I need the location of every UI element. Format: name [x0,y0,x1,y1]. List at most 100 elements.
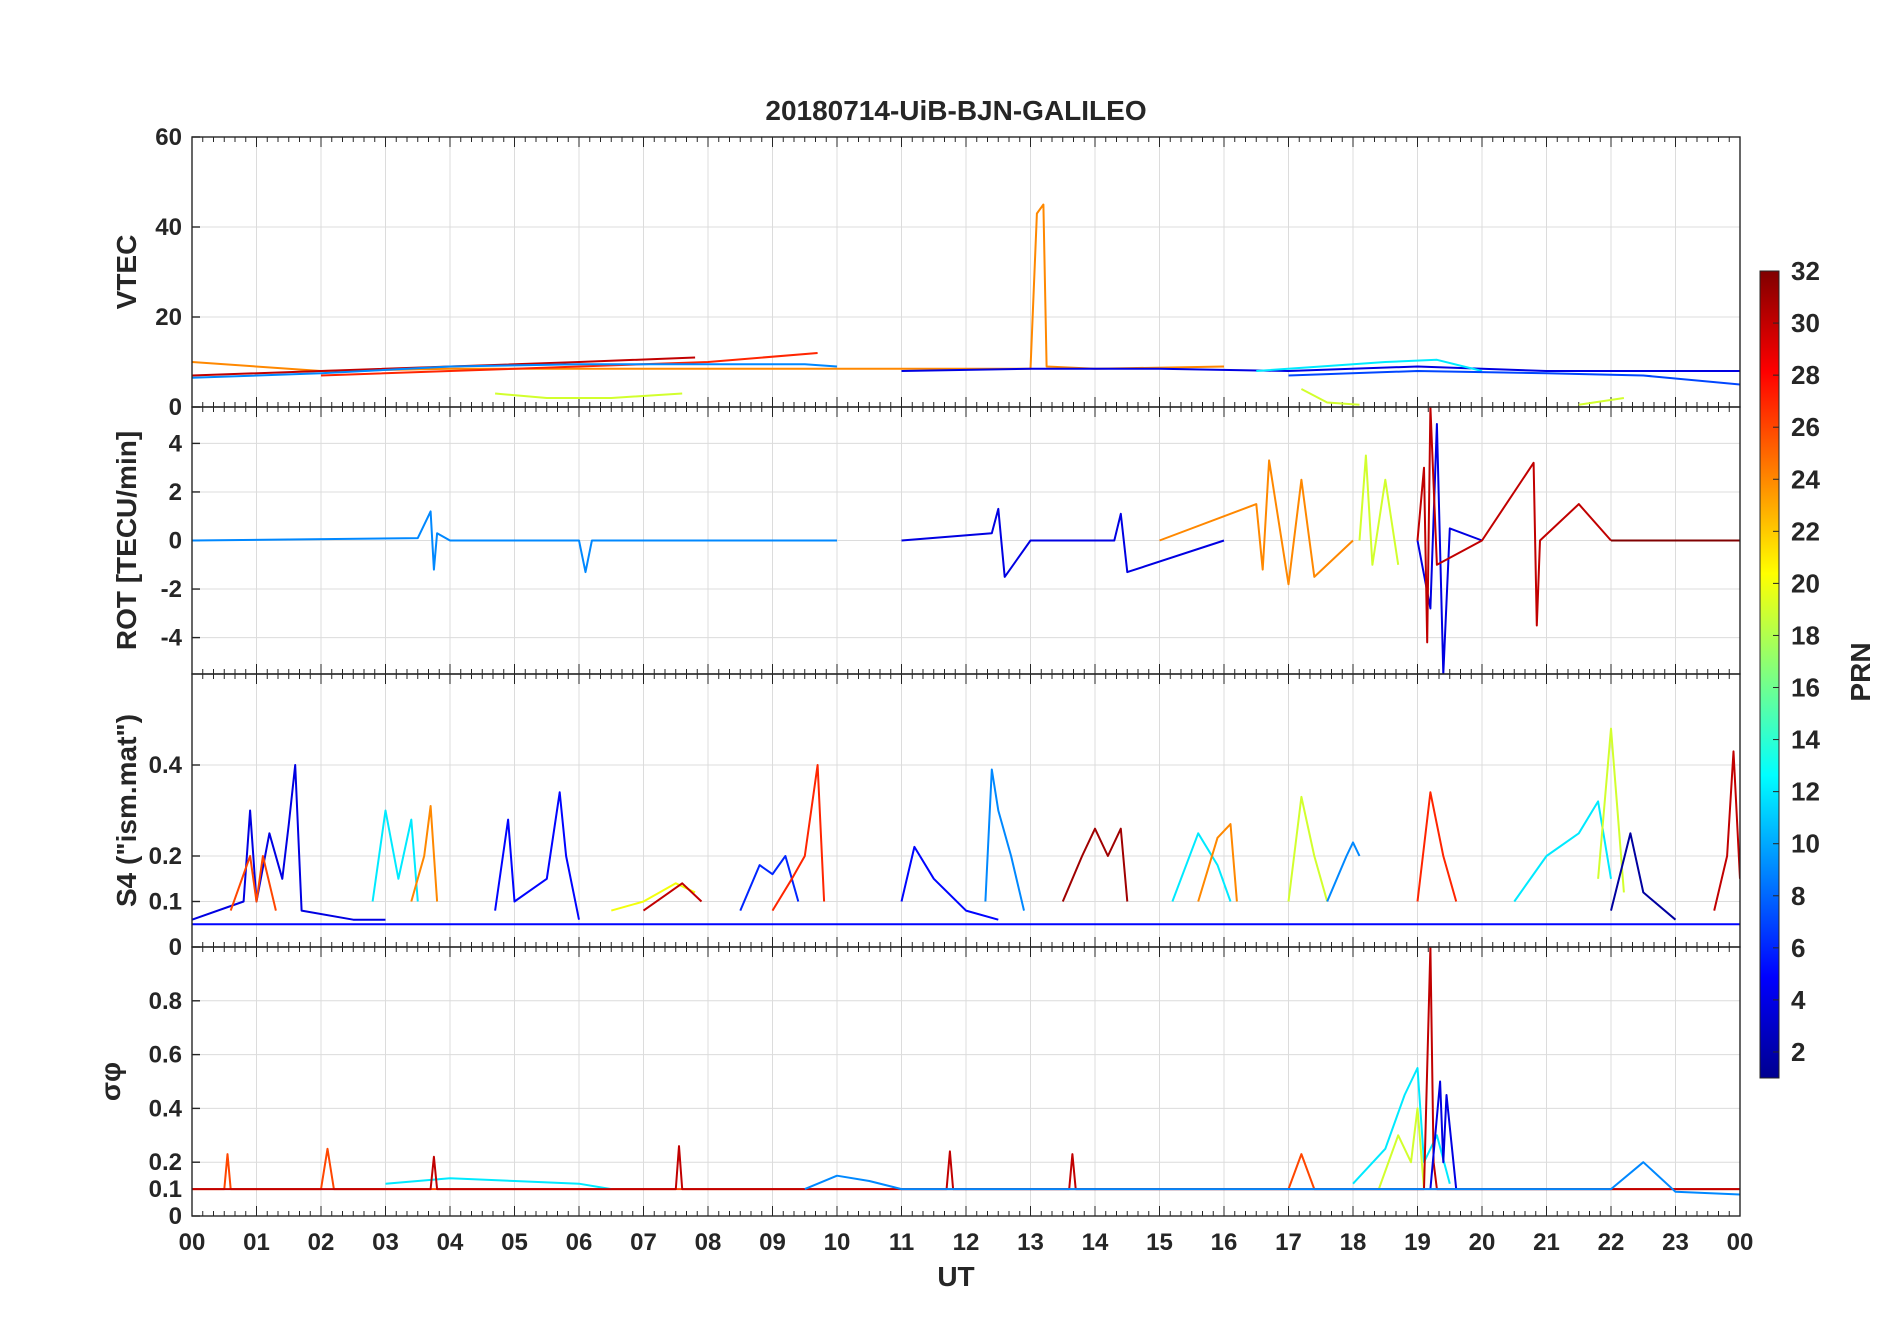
trace-prn-30 [192,947,1740,1191]
y-tick-label: 40 [155,214,182,241]
y-tick-label: 0 [169,528,182,555]
trace-prn-31 [1061,827,1129,902]
y-axis-label: σφ [95,1062,126,1101]
x-tick-label: 02 [308,1229,335,1256]
x-tick-label: 17 [1275,1229,1302,1256]
colorbar-tick-label: 2 [1791,1037,1805,1067]
colorbar-tick-label: 16 [1791,673,1820,703]
trace-prn-6 [739,855,800,911]
x-axis-label: UT [937,1261,974,1292]
x-tick-label: 11 [889,1229,914,1256]
trace-prn-12 [385,1177,612,1191]
x-tick-label: 05 [501,1229,528,1256]
traces-sigma_phi [192,947,1740,1196]
x-tick-label: 22 [1598,1229,1625,1256]
trace-prn-19 [1597,727,1625,893]
colorbar-tick-label: 32 [1791,256,1820,286]
colorbar-tick-label: 28 [1791,360,1820,390]
x-tick-label: 04 [437,1229,464,1256]
trace-prn-30 [642,882,703,912]
trace-prn-12 [1352,1067,1451,1185]
trace-prn-4 [901,365,1740,372]
y-tick-label: 0.4 [149,1095,183,1122]
y-tick-label: -4 [161,625,183,652]
trace-prn-30 [1416,407,1612,644]
trace-prn-9 [192,363,838,379]
y-tick-label: 2 [169,479,182,506]
x-tick-label: 23 [1662,1229,1689,1256]
trace-prn-26 [229,855,277,911]
x-tick-label: 06 [566,1229,593,1256]
x-tick-label: 08 [695,1229,722,1256]
trace-prn-12 [1171,832,1232,902]
y-tick-label: 4 [169,430,183,457]
trace-prn-19 [1578,397,1625,406]
x-tick-label: 13 [1017,1229,1044,1256]
y-tick-label: 0.1 [149,1176,182,1203]
panel-ROT: -4 -2 0 2 4 ROT [TECU/min] [111,406,1741,675]
colorbar-tick-label: 12 [1791,777,1820,807]
y-axis-label: VTEC [111,235,142,310]
y-tick-label: 0.2 [149,1149,182,1176]
trace-prn-7 [1288,370,1740,386]
colorbar-tick-label: 20 [1791,568,1820,598]
trace-prn-5 [900,845,999,921]
colorbar-tick-label: 22 [1791,516,1820,546]
panel-frame [191,946,1741,1217]
traces-VTEC [192,203,1740,406]
y-tick-label: 0.8 [149,988,182,1015]
trace-prn-27 [320,352,818,377]
y-tick-label: 0.6 [149,1042,182,1069]
y-axis-label: ROT [TECU/min] [111,431,142,650]
x-tick-label: 16 [1211,1229,1238,1256]
x-tick-label: 03 [372,1229,399,1256]
trace-prn-19 [495,392,683,399]
trace-prn-9 [984,768,1025,911]
y-tick-label: 20 [155,304,182,331]
y-tick-label: 0.4 [149,752,183,779]
y-tick-label: 0.1 [149,889,182,916]
colorbar-tick-label: 10 [1791,829,1820,859]
colorbar-tick-label: 4 [1791,985,1806,1015]
trace-prn-24 [192,203,1225,372]
colorbar-label: PRN [1845,642,1876,701]
trace-prn-4 [1429,1080,1458,1190]
colorbar-tick-label: 30 [1791,308,1820,338]
trace-prn-20 [611,882,696,912]
trace-prn-19 [1300,388,1360,406]
x-tick-label: 00 [1727,1229,1754,1256]
x-tick-label: 15 [1146,1229,1173,1256]
x-tick-label: 14 [1082,1229,1109,1256]
x-tick-label: 00 [179,1229,206,1256]
trace-prn-9 [192,510,837,574]
colorbar-tick-label: 6 [1791,933,1805,963]
trace-prn-24 [410,805,439,902]
trace-prn-27 [1416,791,1458,902]
y-tick-label: -2 [161,576,182,603]
colorbar-tick-label: 26 [1791,412,1820,442]
y-tick-label: 0 [169,1203,182,1230]
x-tick-label: 20 [1469,1229,1496,1256]
x-tick-label: 07 [630,1229,657,1256]
colorbar-tick-label: 8 [1791,881,1805,911]
y-tick-label: 60 [155,124,182,151]
trace-prn-19 [1358,454,1400,566]
trace-prn-12 [371,809,419,902]
panel-sigma_phi: 00.10.2 0.4 0.6 0.8 σφ [95,946,1741,1230]
panel-S4: 0 0.1 0.2 0.4 S4 ("ism.mat") [111,673,1741,961]
figure-title: 20180714-UiB-BJN-GALILEO [765,95,1146,126]
trace-prn-5 [494,791,580,920]
y-tick-label: 0 [169,394,182,421]
colorbar-tick-label: 14 [1791,725,1820,755]
traces-S4 [192,727,1740,926]
trace-prn-19 [1287,795,1329,902]
trace-prn-9 [804,1161,1740,1196]
trace-prn-4 [192,764,386,921]
trace-prn-27 [771,764,826,912]
trace-prn-19 [1377,1107,1425,1190]
x-tick-label: 19 [1404,1229,1431,1256]
colorbar-tick-label: 24 [1791,464,1820,494]
